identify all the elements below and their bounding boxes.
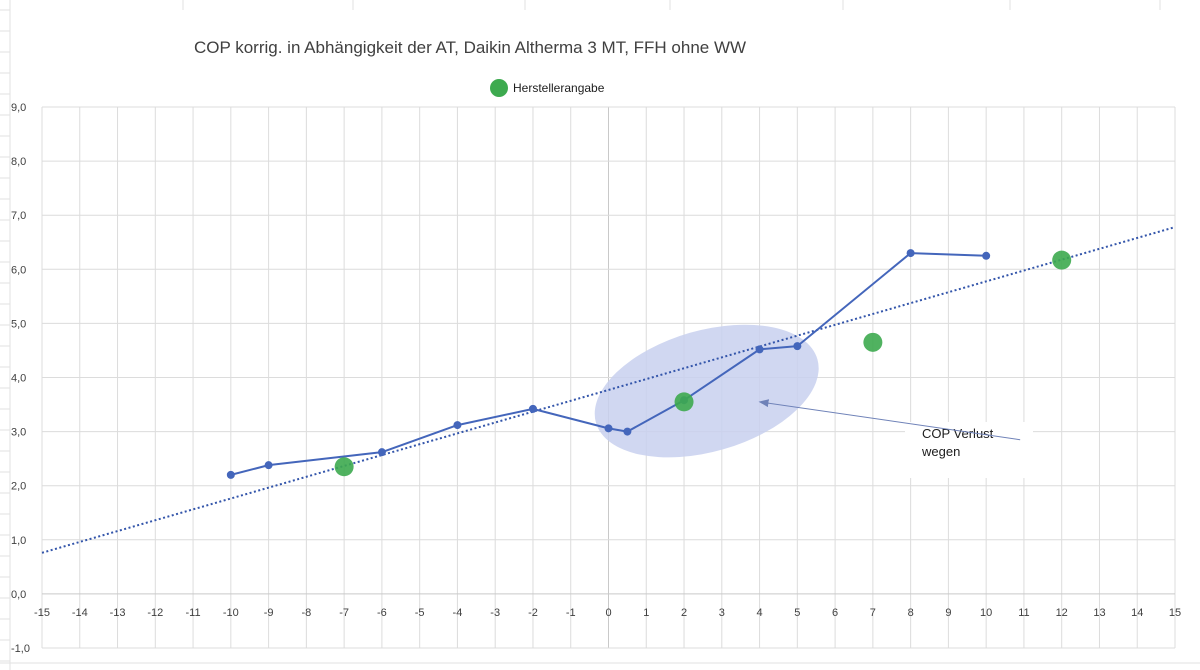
trendline xyxy=(41,226,1176,554)
x-tick-label: 9 xyxy=(945,607,951,619)
y-tick-label: 8,0 xyxy=(11,156,26,168)
x-tick-label: -3 xyxy=(490,607,500,619)
series-layer xyxy=(226,249,991,479)
series-point xyxy=(755,345,764,354)
series-point xyxy=(623,427,632,436)
x-tick-label: 13 xyxy=(1093,607,1105,619)
x-tick-label: 0 xyxy=(605,607,611,619)
chart-title: COP korrig. in Abhängigkeit der AT, Daik… xyxy=(194,38,746,57)
x-tick-label: 6 xyxy=(832,607,838,619)
legend-label: Herstellerangabe xyxy=(513,81,605,95)
trendline-layer xyxy=(41,226,1176,554)
series-point xyxy=(528,404,537,413)
x-tick-label: -4 xyxy=(453,607,463,619)
y-tick-label: -1,0 xyxy=(11,643,30,655)
y-axis-ticks: -1,0 0,0 1,0 2,0 3,0 4,0 5,0 6,0 7,0 8,0 9,0 xyxy=(11,102,30,655)
herstellerangabe-point xyxy=(1052,250,1072,270)
x-axis-ticks: -15 -14 -13 -12 -11 -10 -9 -8 -7 -6 -5 -4 -3 -2 -1 0 1 2 3… xyxy=(34,607,1181,619)
x-tick-label: -6 xyxy=(377,607,387,619)
legend: Herstellerangabe xyxy=(490,79,605,97)
x-tick-label: -1 xyxy=(566,607,576,619)
legend-marker xyxy=(490,79,508,97)
series-point xyxy=(377,448,386,457)
x-tick-label: 5 xyxy=(794,607,800,619)
annotation-arrow xyxy=(758,399,1021,441)
y-tick-label: 3,0 xyxy=(11,427,26,439)
x-tick-label: 2 xyxy=(681,607,687,619)
y-tick-label: 1,0 xyxy=(11,535,26,547)
x-tick-label: -11 xyxy=(186,607,201,619)
series-point xyxy=(226,470,235,479)
grid xyxy=(41,106,1176,649)
herstellerangabe-point xyxy=(863,332,883,352)
x-tick-label: -12 xyxy=(147,607,163,619)
series-point xyxy=(793,342,802,351)
x-tick-label: 10 xyxy=(980,607,992,619)
x-tick-label: 4 xyxy=(757,607,763,619)
x-tick-label: 3 xyxy=(719,607,725,619)
y-tick-label: 4,0 xyxy=(11,373,26,385)
herstellerangabe-point xyxy=(334,457,354,477)
herstellerangabe-point xyxy=(674,392,694,412)
series-point xyxy=(604,424,613,433)
x-tick-label: -15 xyxy=(34,607,50,619)
y-tick-label: 9,0 xyxy=(11,102,26,114)
series-point xyxy=(453,421,462,430)
y-tick-label: 5,0 xyxy=(11,318,26,330)
x-tick-label: -2 xyxy=(528,607,538,619)
x-tick-label: -14 xyxy=(72,607,88,619)
x-tick-label: -5 xyxy=(415,607,425,619)
series-point xyxy=(982,251,991,260)
x-tick-label: 14 xyxy=(1131,607,1143,619)
y-tick-label: 6,0 xyxy=(11,264,26,276)
series-point xyxy=(906,249,915,258)
y-tick-label: 7,0 xyxy=(11,210,26,222)
x-tick-label: -7 xyxy=(339,607,349,619)
annotation-line-1: COP Verlust xyxy=(922,426,994,441)
x-tick-label: 7 xyxy=(870,607,876,619)
y-tick-label: 2,0 xyxy=(11,481,26,493)
x-tick-label: -10 xyxy=(223,607,239,619)
y-tick-label: 0,0 xyxy=(11,589,26,601)
x-tick-label: 11 xyxy=(1018,607,1029,619)
series-point xyxy=(264,461,273,470)
x-tick-label: 8 xyxy=(908,607,914,619)
annotation-box xyxy=(905,422,1033,478)
x-tick-label: -8 xyxy=(301,607,311,619)
x-tick-label: -9 xyxy=(264,607,274,619)
annotation-line-2: wegen xyxy=(921,444,960,459)
marker-layer xyxy=(334,250,1072,477)
x-tick-label: 12 xyxy=(1056,607,1068,619)
highlight-layer xyxy=(594,324,819,458)
highlight-ellipse xyxy=(594,324,819,458)
x-tick-label: 15 xyxy=(1169,607,1181,619)
series-line xyxy=(230,252,987,476)
annotation-layer: COP Verlust wegen xyxy=(758,399,1033,478)
x-tick-label: 1 xyxy=(643,607,649,619)
x-tick-label: -13 xyxy=(110,607,126,619)
